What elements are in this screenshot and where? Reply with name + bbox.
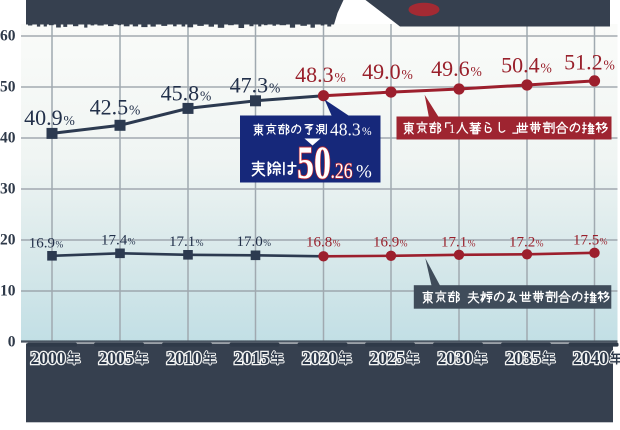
- svg-text:%: %: [362, 126, 372, 138]
- svg-text:%: %: [269, 80, 280, 95]
- svg-text:2040: 2040: [573, 348, 608, 368]
- svg-text:%: %: [536, 240, 544, 250]
- svg-text:%: %: [333, 240, 341, 250]
- svg-text:%: %: [56, 241, 64, 251]
- svg-text:%: %: [604, 57, 615, 72]
- svg-text:%: %: [600, 238, 608, 248]
- svg-text:30: 30: [0, 181, 16, 198]
- svg-text:16.8: 16.8: [306, 235, 332, 251]
- svg-text:17.5: 17.5: [573, 233, 599, 249]
- svg-text:.26: .26: [331, 158, 353, 183]
- svg-text:49.0: 49.0: [362, 59, 401, 84]
- svg-text:%: %: [335, 70, 346, 85]
- svg-text:45.8: 45.8: [161, 80, 200, 105]
- svg-text:50: 50: [0, 79, 16, 96]
- svg-text:2030: 2030: [438, 348, 473, 368]
- svg-text:51.2: 51.2: [564, 49, 603, 74]
- svg-text:2005: 2005: [99, 348, 134, 368]
- svg-text:42.5: 42.5: [90, 95, 129, 120]
- svg-text:49.6: 49.6: [431, 56, 470, 81]
- svg-text:40.9: 40.9: [24, 105, 63, 130]
- svg-text:47.3: 47.3: [230, 72, 269, 97]
- svg-text:%: %: [400, 240, 408, 250]
- svg-text:%: %: [196, 239, 204, 249]
- svg-text:2015: 2015: [234, 348, 269, 368]
- svg-text:%: %: [200, 88, 211, 103]
- svg-text:17.4: 17.4: [101, 233, 128, 249]
- svg-text:2010: 2010: [167, 348, 202, 368]
- svg-text:50.4: 50.4: [501, 53, 539, 78]
- svg-text:%: %: [471, 64, 482, 79]
- svg-text:2025: 2025: [370, 348, 405, 368]
- svg-text:%: %: [129, 103, 140, 118]
- svg-text:%: %: [356, 162, 372, 183]
- svg-text:2000: 2000: [31, 348, 66, 368]
- svg-text:17.1: 17.1: [169, 234, 195, 250]
- svg-text:%: %: [468, 240, 476, 250]
- svg-text:20: 20: [0, 232, 16, 249]
- svg-text:16.9: 16.9: [373, 235, 399, 251]
- svg-text:10: 10: [0, 283, 16, 300]
- svg-text:60: 60: [0, 28, 16, 45]
- svg-text:0: 0: [8, 334, 16, 351]
- svg-text:2035: 2035: [506, 348, 541, 368]
- svg-text:17.1: 17.1: [441, 235, 467, 251]
- svg-text:48.3: 48.3: [330, 119, 361, 139]
- svg-text:%: %: [263, 239, 271, 249]
- svg-text:%: %: [541, 61, 552, 76]
- svg-text:%: %: [64, 113, 75, 128]
- svg-text:%: %: [128, 238, 136, 248]
- svg-text:1: 1: [449, 122, 455, 136]
- svg-text:%: %: [402, 67, 413, 82]
- svg-text:17.0: 17.0: [237, 234, 263, 250]
- svg-text:50: 50: [297, 137, 331, 189]
- svg-text:2020: 2020: [302, 348, 337, 368]
- svg-text:48.3: 48.3: [295, 62, 334, 87]
- svg-text:16.9: 16.9: [29, 236, 55, 252]
- svg-text:40: 40: [0, 130, 16, 147]
- svg-text:17.2: 17.2: [509, 235, 535, 251]
